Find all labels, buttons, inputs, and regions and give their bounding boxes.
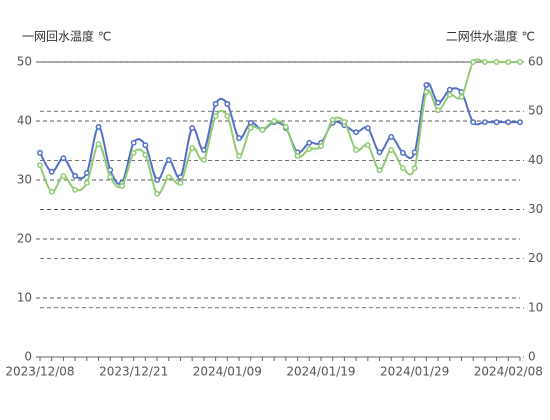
point	[505, 59, 512, 65]
y2-tick-label: 10	[528, 300, 543, 314]
point	[154, 177, 161, 183]
y2-tick-label: 60	[528, 55, 543, 69]
point	[236, 152, 242, 159]
point	[37, 162, 43, 169]
y2-tick-label: 0	[528, 350, 536, 364]
point	[48, 168, 55, 175]
point	[259, 126, 266, 133]
point	[470, 119, 477, 126]
point	[130, 150, 137, 156]
point	[130, 139, 137, 146]
y-tick-label: 30	[17, 173, 32, 187]
point	[388, 133, 395, 140]
point	[165, 156, 172, 163]
y-tick-label: 0	[24, 350, 32, 364]
point	[200, 146, 207, 153]
point	[60, 173, 67, 180]
point	[177, 180, 184, 186]
point	[341, 119, 348, 125]
point	[165, 174, 172, 181]
point	[353, 129, 360, 136]
point	[294, 152, 301, 159]
point	[505, 119, 512, 126]
x-tick-label: 2023/12/21	[99, 365, 168, 379]
point	[517, 119, 523, 126]
y2-tick-label: 40	[528, 153, 543, 167]
point	[212, 113, 219, 120]
point	[212, 100, 219, 107]
y-tick-label: 20	[17, 232, 32, 246]
point	[306, 139, 313, 146]
point	[142, 151, 149, 158]
point	[95, 141, 102, 148]
y2-tick-label: 30	[528, 202, 543, 216]
point	[247, 119, 254, 126]
point	[306, 146, 313, 152]
point	[423, 89, 430, 95]
point	[72, 172, 79, 179]
y-tick-label: 40	[17, 114, 32, 128]
point	[60, 155, 67, 162]
x-tick-label: 2023/12/08	[5, 365, 74, 379]
point	[224, 113, 231, 120]
point	[364, 142, 371, 149]
x-tick-label: 2024/01/29	[380, 365, 449, 379]
point	[376, 167, 383, 174]
x-tick-label: 2024/01/09	[193, 365, 262, 379]
point	[282, 123, 289, 130]
point	[83, 180, 90, 186]
point	[493, 119, 500, 126]
point	[189, 125, 196, 132]
y2-tick-label: 50	[528, 104, 543, 118]
point	[353, 147, 360, 153]
point	[399, 165, 406, 172]
y-tick-label: 10	[17, 291, 32, 305]
point	[435, 107, 441, 114]
y-axis-title: 一网回水温度 ℃	[22, 29, 111, 44]
x-tick-label: 2024/02/08	[474, 365, 543, 379]
point	[37, 149, 43, 156]
point	[329, 117, 336, 123]
point	[411, 149, 418, 156]
point	[271, 118, 278, 124]
point	[224, 100, 231, 107]
point	[364, 125, 371, 132]
point	[481, 119, 488, 126]
point	[481, 59, 488, 65]
point	[119, 182, 125, 189]
point	[200, 156, 207, 163]
point	[470, 59, 477, 65]
point	[411, 165, 418, 172]
point	[458, 93, 465, 100]
point	[83, 169, 90, 176]
x-tick-label: 2024/01/19	[286, 365, 355, 379]
point	[247, 124, 254, 131]
point	[236, 135, 242, 142]
point	[446, 91, 453, 98]
point	[318, 143, 324, 150]
point	[154, 190, 161, 197]
point	[423, 82, 430, 88]
point	[493, 59, 500, 65]
point	[48, 188, 55, 195]
point	[446, 86, 453, 93]
point	[107, 174, 114, 181]
point	[517, 59, 523, 65]
point	[142, 142, 149, 149]
point	[189, 145, 196, 151]
y2-axis-title: 二网供水温度 ℃	[446, 29, 535, 44]
point	[376, 149, 383, 156]
point	[399, 149, 406, 156]
point	[388, 147, 395, 153]
y-tick-label: 50	[17, 55, 32, 69]
point	[95, 123, 102, 130]
y2-tick-label: 20	[528, 251, 543, 265]
point	[435, 99, 441, 106]
point	[72, 186, 79, 193]
